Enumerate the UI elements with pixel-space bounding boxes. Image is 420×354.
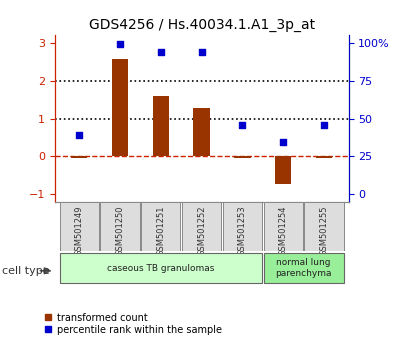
Bar — [316, 156, 332, 158]
Title: GDS4256 / Hs.40034.1.A1_3p_at: GDS4256 / Hs.40034.1.A1_3p_at — [89, 18, 315, 32]
Bar — [275, 156, 291, 184]
Text: normal lung
parenchyma: normal lung parenchyma — [276, 258, 332, 278]
Point — [76, 132, 82, 138]
Text: GSM501250: GSM501250 — [116, 206, 124, 256]
Bar — [182, 202, 221, 251]
Text: GSM501255: GSM501255 — [320, 206, 328, 256]
Point — [280, 139, 286, 145]
Bar — [60, 253, 262, 283]
Bar — [194, 108, 210, 156]
Point — [321, 122, 328, 128]
Bar — [152, 96, 169, 156]
Text: GSM501253: GSM501253 — [238, 206, 247, 256]
Text: GSM501252: GSM501252 — [197, 206, 206, 256]
Bar — [223, 202, 262, 251]
Text: caseous TB granulomas: caseous TB granulomas — [107, 264, 215, 273]
Point — [117, 41, 123, 47]
Text: cell type: cell type — [2, 266, 50, 276]
Bar — [264, 202, 303, 251]
Legend: transformed count, percentile rank within the sample: transformed count, percentile rank withi… — [43, 313, 222, 335]
Bar — [264, 253, 344, 283]
Text: GSM501251: GSM501251 — [156, 206, 165, 256]
Bar — [234, 156, 251, 158]
Text: GSM501254: GSM501254 — [279, 206, 288, 256]
Bar — [60, 202, 99, 251]
Point — [239, 122, 246, 128]
Point — [158, 50, 164, 55]
Bar — [112, 59, 128, 156]
Bar — [304, 202, 344, 251]
Bar — [71, 156, 87, 158]
Bar — [100, 202, 139, 251]
Text: GSM501249: GSM501249 — [75, 206, 84, 256]
Bar — [141, 202, 180, 251]
Point — [198, 50, 205, 55]
